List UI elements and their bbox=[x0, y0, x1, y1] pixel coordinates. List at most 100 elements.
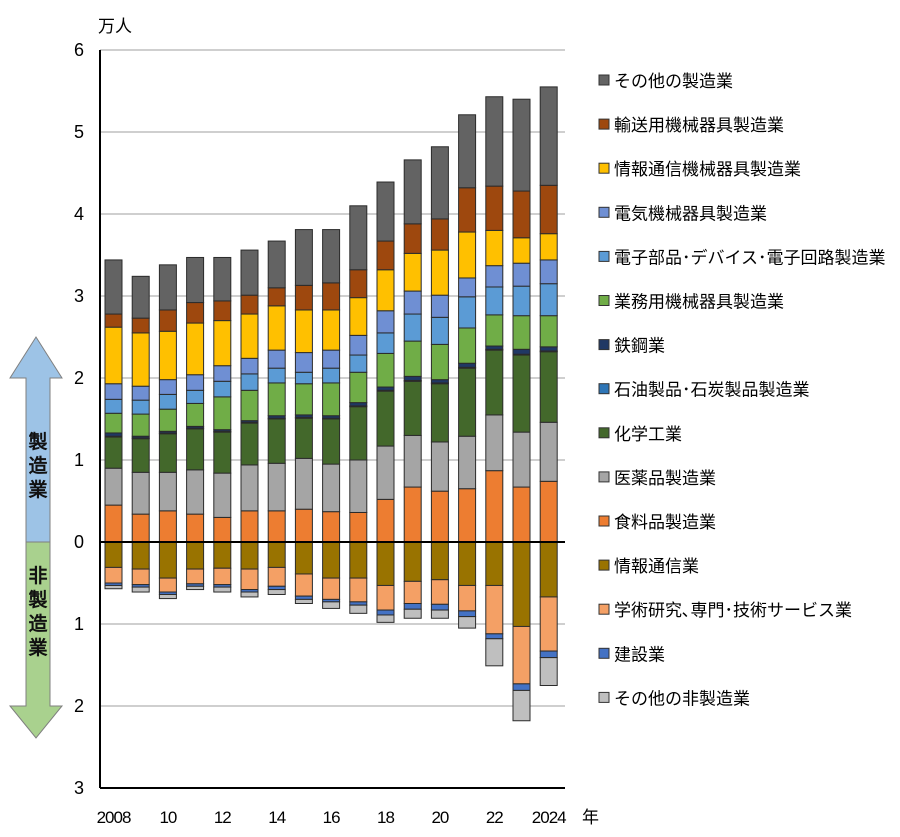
bar-segment bbox=[294, 508, 313, 543]
bar-segment bbox=[539, 346, 558, 352]
bar-segment bbox=[403, 252, 422, 292]
bar-segment bbox=[376, 310, 395, 334]
bar-segment bbox=[158, 471, 177, 512]
bar-segment bbox=[240, 510, 259, 543]
bar-segment bbox=[485, 470, 504, 543]
bar-segment bbox=[485, 185, 504, 231]
manufacturing-up-arrow bbox=[9, 336, 63, 543]
bar-segment bbox=[430, 603, 449, 611]
bar-segment bbox=[267, 367, 286, 384]
bar-segment bbox=[349, 334, 368, 356]
bar-segment bbox=[213, 320, 232, 367]
bar-segment bbox=[512, 315, 531, 350]
arrow-label-char: 製 bbox=[27, 431, 47, 453]
arrow-label-char: 造 bbox=[28, 612, 48, 635]
bar-segment bbox=[213, 472, 232, 518]
bar-segment bbox=[240, 568, 259, 591]
bar-segment bbox=[485, 638, 504, 667]
bar-segment bbox=[322, 382, 341, 417]
bar-segment bbox=[539, 184, 558, 235]
bar-segment bbox=[213, 586, 232, 593]
legend-swatch bbox=[598, 74, 610, 86]
bar-segment bbox=[376, 541, 395, 586]
bar-segment bbox=[240, 249, 259, 296]
bar-segment bbox=[267, 566, 286, 587]
bar-segment bbox=[158, 577, 177, 593]
bar-segment bbox=[104, 566, 123, 584]
legend-swatch bbox=[598, 118, 610, 130]
bar-segment bbox=[104, 504, 123, 543]
bar-segment bbox=[430, 609, 449, 619]
bar-segment bbox=[539, 351, 558, 423]
bar-segment bbox=[349, 541, 368, 579]
bar-segment bbox=[376, 609, 395, 616]
bar-segment bbox=[158, 264, 177, 311]
bar-segment bbox=[376, 445, 395, 500]
bar-segment bbox=[458, 435, 477, 490]
legend-swatch bbox=[598, 427, 610, 439]
bar-segment bbox=[131, 568, 150, 586]
x-axis-label: 年 bbox=[582, 808, 599, 828]
bar-segment bbox=[458, 327, 477, 364]
bar-segment bbox=[186, 302, 205, 324]
non-manufacturing-label: 非製造業 bbox=[27, 565, 48, 659]
bar-segment bbox=[485, 414, 504, 472]
bar-segment bbox=[158, 433, 177, 473]
y-tick-label: 6 bbox=[74, 40, 84, 60]
bar-segment bbox=[267, 462, 286, 512]
bar-segment bbox=[158, 510, 177, 543]
bar-segment bbox=[267, 418, 286, 464]
bar-segment bbox=[104, 436, 123, 469]
bar-segment bbox=[458, 616, 477, 629]
bar-segment bbox=[349, 205, 368, 271]
bar-segment bbox=[349, 371, 368, 404]
bar-segment bbox=[267, 589, 286, 595]
manufacturing-label: 製造業 bbox=[27, 431, 48, 501]
bar-segment bbox=[539, 596, 558, 652]
bar-segment bbox=[294, 457, 313, 510]
bar-segment bbox=[376, 181, 395, 242]
bar-segment bbox=[458, 610, 477, 618]
arrow-label-char: 製 bbox=[27, 589, 47, 611]
x-tick-label: 18 bbox=[377, 808, 394, 827]
bar-segment bbox=[539, 421, 558, 482]
legend-swatch bbox=[598, 206, 610, 218]
bar-segment bbox=[213, 380, 232, 398]
bar-segment bbox=[131, 438, 150, 473]
x-tick-label: 12 bbox=[214, 808, 231, 827]
legend-label: 輸送用機械器具製造業 bbox=[614, 116, 784, 136]
bar-segment bbox=[376, 390, 395, 447]
bar-segment bbox=[294, 541, 313, 575]
bar-segment bbox=[294, 229, 313, 286]
bar-segment bbox=[158, 408, 177, 432]
legend-swatch bbox=[598, 295, 610, 306]
bar-segment bbox=[403, 290, 422, 315]
bar-segment bbox=[186, 469, 205, 515]
bar-segment bbox=[322, 418, 341, 465]
bar-segment bbox=[458, 362, 477, 368]
bar-segment bbox=[539, 86, 558, 186]
bar-segment bbox=[186, 513, 205, 543]
bar-segment bbox=[376, 352, 395, 388]
bar-segment bbox=[322, 463, 341, 513]
bar-segment bbox=[458, 187, 477, 233]
bar-segment bbox=[104, 326, 123, 385]
bar-segment bbox=[322, 349, 341, 369]
bar-segment bbox=[131, 317, 150, 334]
legend-label: 情報通信機械器具製造業 bbox=[614, 160, 801, 180]
y-tick-label: 1 bbox=[74, 450, 84, 470]
bar-segment bbox=[430, 316, 449, 345]
legend-label: その他の製造業 bbox=[614, 72, 733, 92]
bar-segment bbox=[430, 490, 449, 543]
bar-segment bbox=[403, 159, 422, 225]
bar-segment bbox=[322, 511, 341, 543]
bar-segment bbox=[458, 367, 477, 437]
y-tick-label: 0 bbox=[74, 532, 84, 552]
bar-segment bbox=[322, 367, 341, 384]
bar-segment bbox=[403, 223, 422, 254]
arrow-label-char: 業 bbox=[27, 636, 48, 659]
bar-segment bbox=[376, 498, 395, 543]
y-tick-label: 2 bbox=[74, 696, 84, 716]
bar-segment bbox=[267, 349, 286, 369]
